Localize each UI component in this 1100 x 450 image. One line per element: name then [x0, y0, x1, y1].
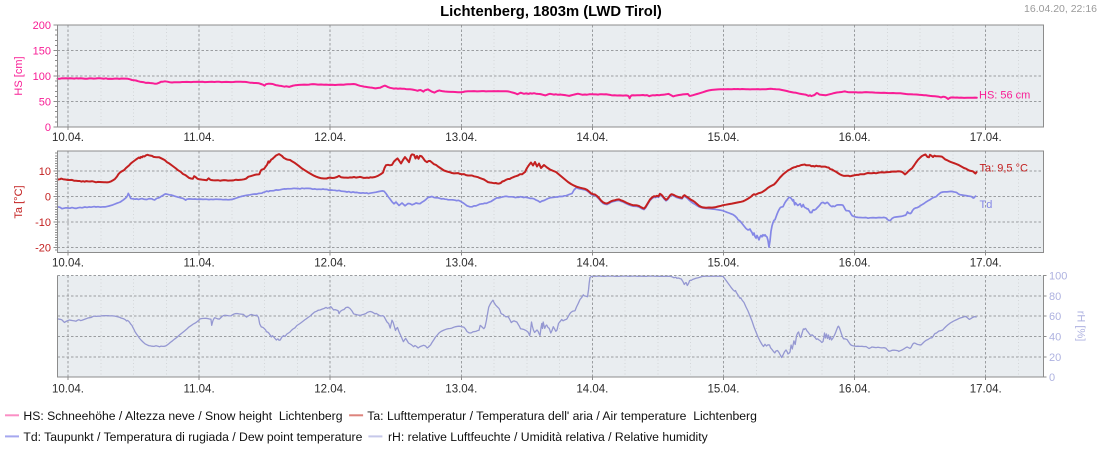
svg-text:15.04.: 15.04. [708, 132, 740, 144]
svg-text:10.04.: 10.04. [52, 132, 84, 144]
svg-text:13.04.: 13.04. [445, 132, 477, 144]
svg-text:15.04.: 15.04. [708, 384, 740, 396]
svg-text:60: 60 [1049, 311, 1061, 323]
svg-text:80: 80 [1049, 291, 1061, 303]
svg-text:0: 0 [45, 122, 51, 134]
svg-text:16.04.20, 22:16: 16.04.20, 22:16 [1024, 3, 1097, 15]
svg-text:17.04.: 17.04. [970, 132, 1002, 144]
svg-text:0: 0 [1049, 372, 1055, 384]
svg-text:11.04.: 11.04. [184, 384, 215, 396]
svg-text:200: 200 [33, 20, 51, 32]
svg-text:15.04.: 15.04. [708, 258, 740, 270]
svg-text:12.04.: 12.04. [314, 384, 346, 396]
svg-text:100: 100 [33, 71, 51, 83]
svg-text:14.04.: 14.04. [576, 384, 608, 396]
svg-text:Td: Td [980, 199, 993, 211]
svg-text:12.04.: 12.04. [314, 132, 346, 144]
svg-text:17.04.: 17.04. [970, 384, 1002, 396]
svg-text:11.04.: 11.04. [184, 258, 215, 270]
svg-text:HS [cm]: HS [cm] [13, 56, 25, 95]
svg-text:16.04.: 16.04. [839, 258, 871, 270]
svg-text:rH [%]: rH [%] [1075, 311, 1087, 342]
svg-text:10.04.: 10.04. [52, 258, 84, 270]
svg-text:11.04.: 11.04. [184, 132, 215, 144]
svg-text:13.04.: 13.04. [445, 258, 477, 270]
svg-text:rH: relative Luftfeuchte / Umi: rH: relative Luftfeuchte / Umidità relat… [388, 430, 709, 444]
svg-text:40: 40 [1049, 332, 1061, 344]
svg-text:-10: -10 [35, 217, 51, 229]
svg-text:-20: -20 [35, 243, 51, 255]
svg-text:20: 20 [1049, 352, 1061, 364]
svg-text:0: 0 [45, 192, 51, 204]
svg-text:12.04.: 12.04. [314, 258, 346, 270]
svg-text:50: 50 [39, 97, 51, 109]
svg-text:17.04.: 17.04. [970, 258, 1002, 270]
svg-text:Ta: Lufttemperatur / Temperatu: Ta: Lufttemperatur / Temperatura dell' a… [367, 409, 757, 423]
svg-text:Ta [°C]: Ta [°C] [13, 185, 25, 218]
svg-text:14.04.: 14.04. [576, 258, 608, 270]
svg-text:Td: Taupunkt / Temperatura di: Td: Taupunkt / Temperatura di rugiada / … [23, 430, 362, 444]
svg-text:13.04.: 13.04. [445, 384, 477, 396]
svg-text:14.04.: 14.04. [576, 132, 608, 144]
svg-text:100: 100 [1049, 271, 1067, 283]
svg-text:10.04.: 10.04. [52, 384, 84, 396]
svg-text:16.04.: 16.04. [839, 132, 871, 144]
svg-text:10: 10 [39, 166, 51, 178]
svg-text:Lichtenberg, 1803m (LWD Tirol): Lichtenberg, 1803m (LWD Tirol) [440, 4, 662, 20]
svg-text:150: 150 [33, 46, 51, 58]
svg-text:Ta: 9,5 °C: Ta: 9,5 °C [980, 163, 1028, 175]
svg-text:HS: Schneehöhe / Altezza neve: HS: Schneehöhe / Altezza neve / Snow hei… [23, 409, 342, 423]
svg-text:16.04.: 16.04. [839, 384, 871, 396]
svg-text:HS: 56 cm: HS: 56 cm [979, 90, 1030, 102]
